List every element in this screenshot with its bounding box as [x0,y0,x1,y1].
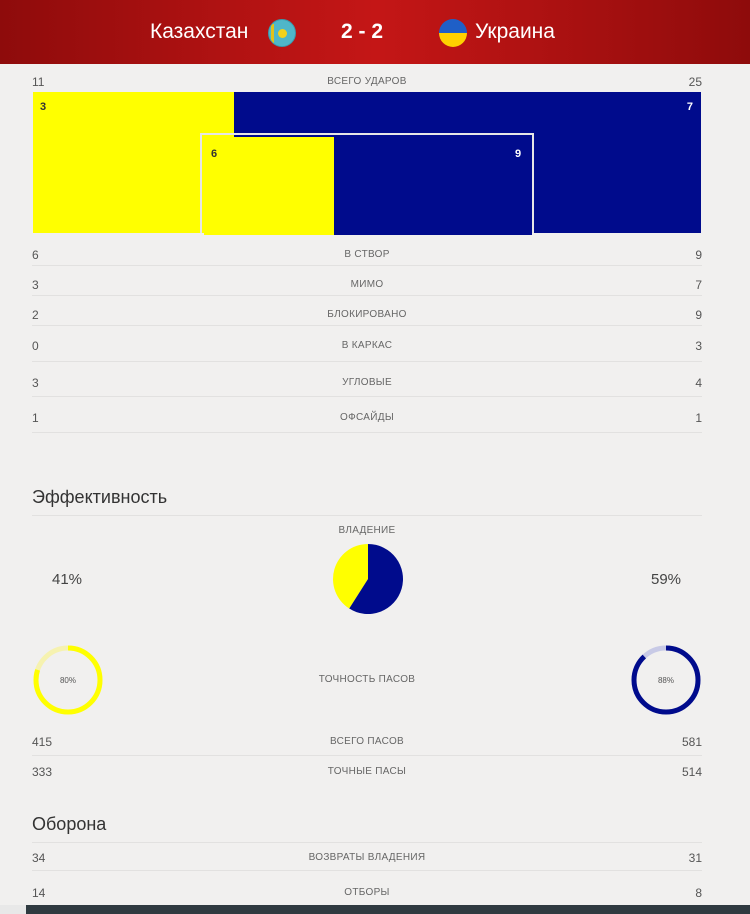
stat-label: ОТБОРЫ [344,887,390,898]
away-value: 8 [695,886,702,900]
away-bar-value: 7 [686,101,693,113]
footer-bar [26,905,750,914]
divider [32,325,702,326]
stat-label: В СТВОР [344,249,390,260]
kazakhstan-flag-icon [268,19,296,47]
section-title-defense: Оборона [32,814,107,834]
stat-row: 34 ВОЗВРАТЫ ВЛАДЕНИЯ 31 [32,848,702,868]
match-header: Казахстан 2 - 2 Украина [0,0,750,64]
home-value: 6 [32,248,39,262]
possession-label-row: ВЛАДЕНИЕ [32,521,702,541]
stat-label: ВСЕГО ПАСОВ [329,736,405,747]
away-value: 3 [695,339,702,353]
stat-row: 6 В СТВОР 9 [32,245,702,265]
away-value: 7 [695,278,702,292]
shots-bar-chart: 3 7 6 9 [33,92,701,235]
home-value: 3 [32,376,39,390]
away-value: 4 [695,376,702,390]
stat-row: 14 ОТБОРЫ 8 [32,883,702,903]
stat-row: 3 УГЛОВЫЕ 4 [32,373,702,393]
away-pass-accuracy-value: 88% [657,676,674,685]
home-value: 14 [32,886,46,900]
home-pass-accuracy-value: 80% [59,676,76,685]
divider [32,842,702,843]
home-value: 11 [32,75,45,89]
stat-row: 2 БЛОКИРОВАНО 9 [32,305,702,325]
home-value: 34 [32,851,46,865]
section-title-efficiency: Эффективность [32,487,168,507]
away-team-name[interactable]: Украина [475,20,555,43]
home-possession-slice [333,544,368,609]
ukraine-flag-icon [439,19,467,47]
home-value: 3 [32,278,39,292]
away-on-target-bar [334,137,532,235]
away-value: 581 [681,735,702,749]
home-value: 2 [32,308,39,322]
stat-row: 415 ВСЕГО ПАСОВ 581 [32,732,702,752]
stat-row: 0 В КАРКАС 3 [32,336,702,356]
home-value: 333 [32,765,53,779]
divider [32,396,702,397]
away-possession-value: 59% [651,571,682,588]
away-value: 514 [681,765,702,779]
home-value: 0 [32,339,39,353]
divider [32,361,702,362]
stat-label: ТОЧНЫЕ ПАСЫ [327,766,407,777]
away-value: 25 [688,75,702,89]
stat-label: ОФСАЙДЫ [340,412,394,423]
stat-label: ТОЧНОСТЬ ПАСОВ [318,674,416,685]
pass-accuracy-label-row: ТОЧНОСТЬ ПАСОВ [32,670,702,690]
away-value: 9 [695,308,702,322]
home-on-target-bar [204,137,334,235]
stat-row: 333 ТОЧНЫЕ ПАСЫ 514 [32,762,702,782]
stat-row-total-shots: 11 ВСЕГО УДАРОВ 25 [32,72,702,92]
stat-label: ВСЕГО УДАРОВ [327,76,407,87]
stat-row: 1 ОФСАЙДЫ 1 [32,408,702,428]
away-on-target-value: 9 [515,148,522,160]
stat-row: 3 МИМО 7 [32,275,702,295]
home-pass-accuracy-ring [33,645,103,715]
divider [32,515,702,516]
away-pass-accuracy-ring [631,645,701,715]
home-on-target-value: 6 [211,148,218,160]
stat-label: БЛОКИРОВАНО [327,309,407,320]
home-team-name[interactable]: Казахстан [150,20,249,43]
home-bar-value: 3 [40,101,47,113]
home-pass-accuracy-arc [33,645,103,715]
stat-label: ВЛАДЕНИЕ [338,525,396,536]
away-pass-accuracy-arc [631,645,701,715]
possession-pie [333,544,403,614]
match-score: 2 - 2 [341,20,384,43]
away-value: 1 [695,411,702,425]
divider [32,265,702,266]
home-possession-value: 41% [52,571,83,588]
home-value: 415 [32,735,53,749]
stat-label: МИМО [350,279,384,290]
stat-label: УГЛОВЫЕ [342,377,392,388]
on-target-box: 6 9 [200,133,534,235]
stat-label: В КАРКАС [341,340,393,351]
divider [32,432,702,433]
divider [32,295,702,296]
away-possession-slice [349,544,403,614]
away-value: 9 [695,248,702,262]
stat-label: ВОЗВРАТЫ ВЛАДЕНИЯ [308,852,426,863]
away-value: 31 [688,851,702,865]
divider [32,755,702,756]
page-edge [0,905,26,914]
home-value: 1 [32,411,39,425]
divider [32,870,702,871]
